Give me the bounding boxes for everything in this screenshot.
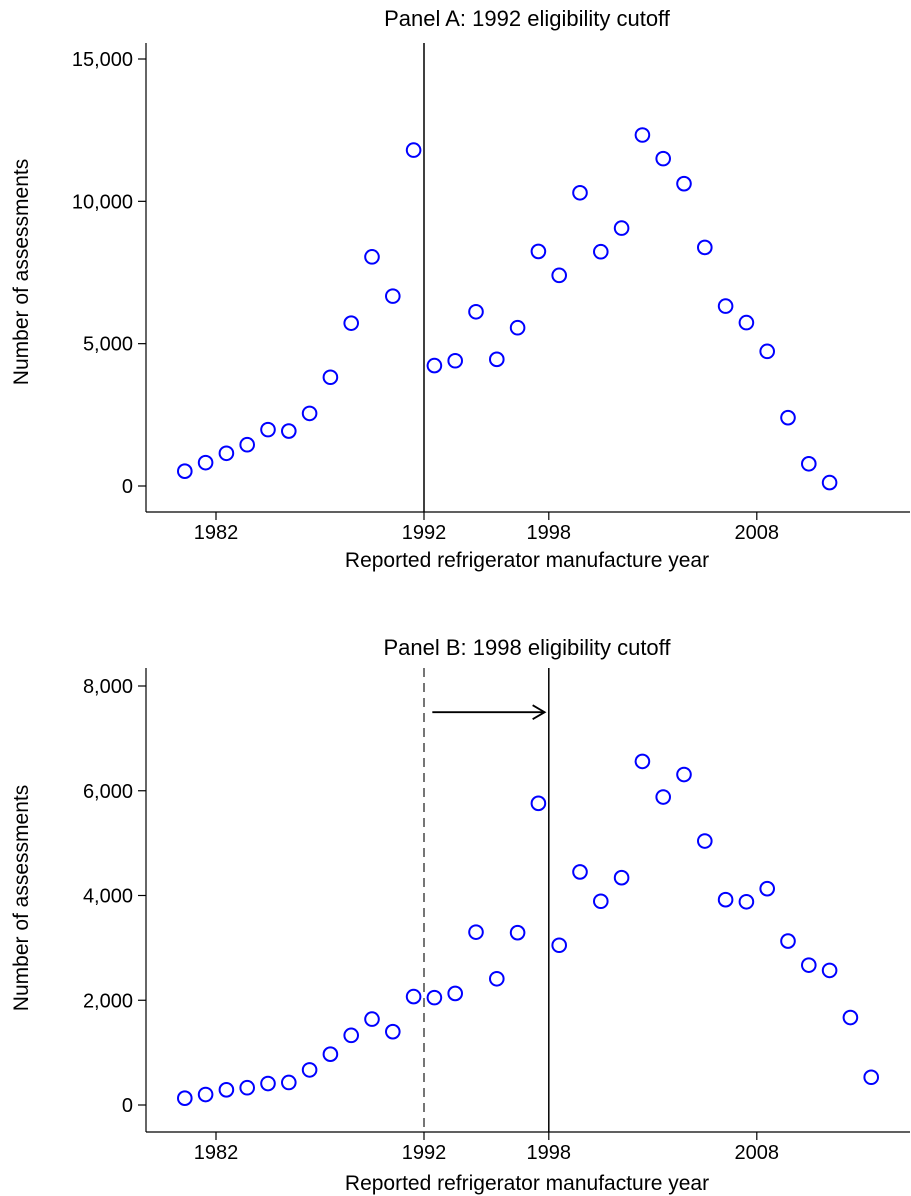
panel-a-data-point xyxy=(447,352,464,369)
panel-a-data-point xyxy=(676,175,692,192)
panel-a-data-point xyxy=(489,351,505,368)
panel-a-chart: Panel A: 1992 eligibility cutoff Number … xyxy=(10,6,910,572)
panel-a-marks xyxy=(177,43,838,512)
panel-b-data-point xyxy=(239,1079,255,1096)
panel-a-data-point xyxy=(551,267,568,284)
panel-b-marks xyxy=(177,668,880,1132)
panel-b-data-point xyxy=(468,924,484,940)
panel-b-y-tick-label: 2,000 xyxy=(83,990,133,1012)
panel-b-x-axis-label: Reported refrigerator manufacture year xyxy=(345,1172,709,1195)
panel-a-data-point xyxy=(509,319,526,336)
panel-b-data-point xyxy=(863,1069,880,1086)
panel-b-data-point xyxy=(780,933,796,949)
panel-a-data-point xyxy=(218,445,235,462)
panel-a-data-point xyxy=(239,436,255,453)
panel-b-y-tick-label: 4,000 xyxy=(83,886,133,908)
panel-a-y-tick-label: 10,000 xyxy=(72,191,133,213)
panel-b-data-point xyxy=(509,924,526,941)
panel-b-x-tick-label: 1992 xyxy=(402,1142,447,1164)
panel-a-data-point xyxy=(405,142,422,158)
panel-b-chart: Panel B: 1998 eligibility cutoff Number … xyxy=(10,635,910,1195)
panel-a-data-point xyxy=(697,239,713,256)
panel-a-x-tick-label: 1992 xyxy=(402,522,447,544)
panel-b-data-point xyxy=(322,1046,339,1062)
panel-b-data-point xyxy=(197,1086,214,1103)
panel-b-y-tick-label: 6,000 xyxy=(83,781,133,803)
panel-b-y-tick-label: 0 xyxy=(122,1095,133,1117)
panel-a-data-point xyxy=(364,249,380,265)
panel-a-x-tick-label: 1982 xyxy=(194,522,239,544)
panel-b-data-point xyxy=(655,789,672,805)
panel-b-data-point xyxy=(489,970,505,987)
panel-b-data-point xyxy=(572,864,588,880)
panel-a-x-tick-label: 1998 xyxy=(527,522,572,544)
panel-b-data-point xyxy=(260,1075,276,1092)
panel-a-data-point xyxy=(634,127,651,143)
panel-a-data-point xyxy=(468,303,484,320)
panel-a-data-point xyxy=(343,315,360,331)
panel-a-y-tick-label: 0 xyxy=(122,476,133,498)
panel-a-x-axis-label: Reported refrigerator manufacture year xyxy=(345,549,709,572)
panel-a-data-point xyxy=(780,409,796,426)
panel-a-data-point xyxy=(801,455,817,472)
panel-b-data-point xyxy=(551,937,568,954)
panel-a-data-point xyxy=(322,369,339,386)
panel-a-data-point xyxy=(197,454,214,471)
panel-b-axes: 0 2,000 4,000 6,000 8,000 1982 1992 1998 2008 xyxy=(83,668,910,1164)
panel-b-data-point xyxy=(738,893,755,910)
panel-a-data-point xyxy=(177,463,193,479)
panel-a-data-point xyxy=(717,298,734,314)
panel-b-data-point xyxy=(842,1009,859,1026)
panel-a-data-point xyxy=(426,357,443,374)
panel-b-data-point xyxy=(364,1011,380,1027)
panel-b-title: Panel B: 1998 eligibility cutoff xyxy=(384,635,672,660)
panel-b-data-point xyxy=(801,957,817,973)
panel-b-data-point xyxy=(426,989,443,1006)
panel-a-data-point xyxy=(821,474,838,491)
panel-b-data-point xyxy=(177,1090,193,1106)
panel-b-y-axis-label: Number of assessments xyxy=(10,785,33,1011)
panel-a-y-tick-label: 15,000 xyxy=(72,49,133,71)
panel-a-y-tick-label: 5,000 xyxy=(83,334,133,356)
panel-b-data-point xyxy=(218,1082,235,1098)
panel-a-axes: 0 5,000 10,000 15,000 1982 1992 1998 2008 xyxy=(72,43,910,544)
panel-a-data-point xyxy=(759,343,776,360)
panel-b-data-point xyxy=(759,880,776,897)
panel-b-x-tick-label: 1998 xyxy=(527,1142,572,1164)
panel-a-data-point xyxy=(593,243,609,260)
panel-b-data-point xyxy=(385,1023,401,1040)
panel-a-data-point xyxy=(613,220,630,236)
panel-b-data-point xyxy=(405,988,422,1005)
panel-b-data-point xyxy=(697,833,713,849)
panel-b-data-point xyxy=(717,891,734,908)
panel-a-data-point xyxy=(385,288,401,304)
panel-a-data-point xyxy=(738,314,755,331)
panel-b-data-point xyxy=(281,1074,297,1091)
panel-b-data-point xyxy=(343,1027,360,1044)
panel-a-data-point xyxy=(281,423,297,439)
panel-a-data-point xyxy=(301,405,318,422)
panel-b-arrow-head xyxy=(532,704,547,720)
panel-a-x-tick-label: 2008 xyxy=(735,522,780,544)
panel-b-data-point xyxy=(613,869,630,886)
panel-b-x-tick-label: 1982 xyxy=(194,1142,239,1164)
panel-b-data-point xyxy=(821,962,838,979)
panel-b-data-point xyxy=(676,766,692,783)
panel-a-y-axis-label: Number of assessments xyxy=(10,159,33,385)
panel-b-data-point xyxy=(634,753,651,770)
panel-b-x-tick-label: 2008 xyxy=(735,1142,780,1164)
panel-b-data-point xyxy=(447,985,464,1002)
panel-b-y-tick-label: 8,000 xyxy=(83,676,133,698)
panel-a-data-point xyxy=(530,243,547,260)
panel-b-data-point xyxy=(530,795,547,812)
panel-a-title: Panel A: 1992 eligibility cutoff xyxy=(384,6,671,31)
panel-a-data-point xyxy=(260,421,276,438)
panel-a-data-point xyxy=(572,184,588,201)
panel-b-data-point xyxy=(593,893,609,910)
panel-a-data-point xyxy=(655,150,672,167)
panel-b-data-point xyxy=(301,1062,318,1078)
